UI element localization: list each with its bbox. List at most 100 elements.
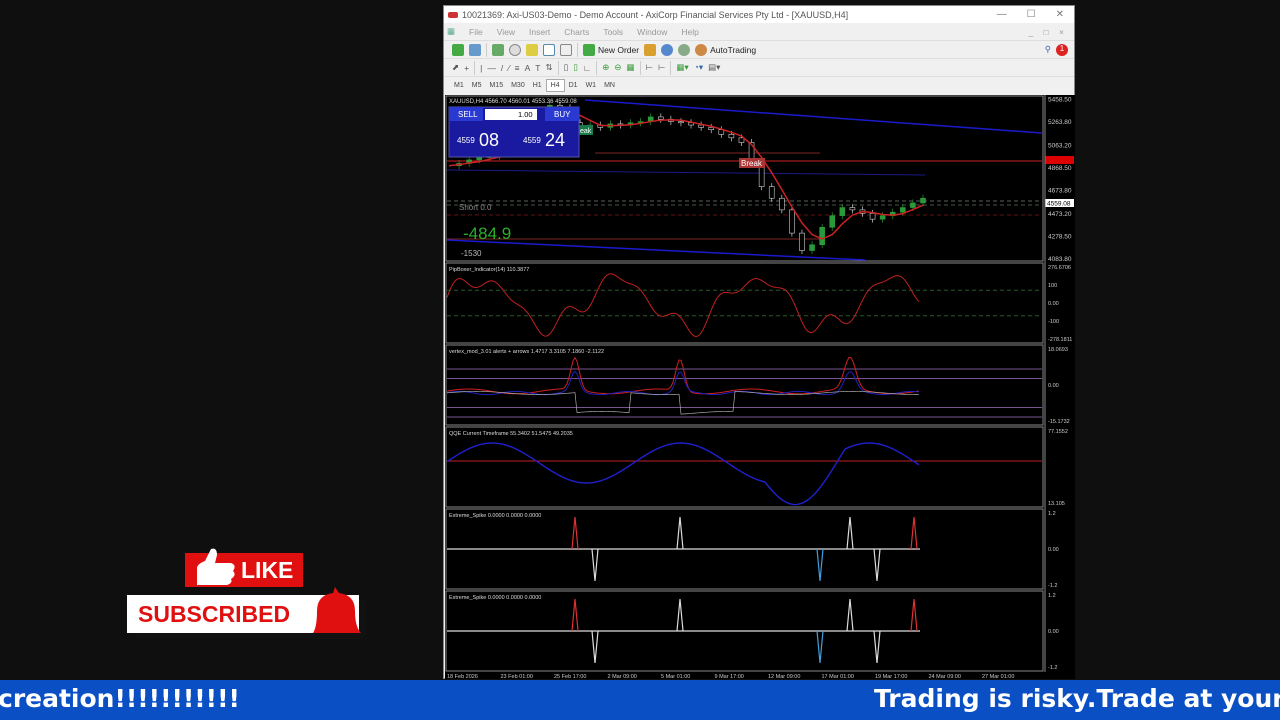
label-icon[interactable]: T: [535, 62, 541, 73]
time-tick: 2 Mar 09:00: [608, 674, 637, 679]
metaeditor-icon[interactable]: [644, 43, 657, 56]
menu-window[interactable]: Window: [637, 26, 668, 37]
trendline-upper: [584, 99, 1043, 134]
indicator-tick: 276.6706: [1048, 265, 1071, 271]
maximize-button[interactable]: ☐: [1026, 9, 1036, 20]
profiles-icon[interactable]: [469, 43, 481, 56]
tf-h4[interactable]: H4: [545, 78, 565, 92]
thumbs-up-icon: [197, 548, 235, 585]
text-icon[interactable]: A: [524, 62, 531, 73]
indicator-tick: 18.0693: [1048, 347, 1068, 353]
time-tick: 27 Mar 01:00: [982, 674, 1014, 679]
trendline-mid: [446, 169, 926, 176]
menu-view[interactable]: View: [496, 26, 516, 37]
terminal-icon[interactable]: [543, 43, 555, 56]
qqe-line: [446, 442, 920, 506]
arrows-icon[interactable]: ⇅: [545, 62, 553, 72]
mdi-controls[interactable]: _ □ ×: [1028, 26, 1068, 37]
timeframe-toolbar: M1 M5 M15 M30 H1 H4 D1 W1 MN: [444, 76, 1074, 93]
like-subscribe-overlay: LIKE SUBSCRIBED: [127, 545, 369, 645]
pane-frame-4: [445, 508, 1044, 590]
tf-d1[interactable]: D1: [568, 81, 578, 89]
time-tick: 23 Feb 01:00: [501, 674, 533, 679]
templates-icon[interactable]: ▤▾: [708, 62, 721, 72]
zoom-in-icon[interactable]: ⊕: [602, 62, 610, 72]
crosshair-icon[interactable]: +: [464, 62, 470, 73]
price-tick: 4473.20: [1048, 211, 1072, 218]
menu-icon: ▦: [447, 26, 456, 36]
tf-m15[interactable]: M15: [489, 81, 504, 89]
pipboxer-line: [446, 273, 920, 337]
bar-chart-icon[interactable]: ▯: [563, 62, 569, 72]
title-bar: 10021369: Axi-US03-Demo - Demo Account -…: [444, 6, 1074, 23]
spike-mark: [846, 516, 854, 550]
menu-tools[interactable]: Tools: [603, 26, 624, 37]
close-button[interactable]: ✕: [1055, 9, 1064, 20]
break-tag: [739, 158, 765, 168]
cursor-icon[interactable]: ⬈: [452, 62, 460, 72]
tile-windows-icon[interactable]: ▦: [626, 62, 635, 72]
sell-label: SELL: [458, 110, 478, 119]
candle: [920, 197, 926, 204]
new-chart-icon[interactable]: [452, 43, 464, 56]
indicators-icon[interactable]: ▦▾: [676, 62, 689, 72]
indicator-tick: 0.00: [1048, 301, 1059, 307]
new-order-label: New Order: [598, 44, 640, 55]
tf-m1[interactable]: M1: [454, 81, 464, 89]
chart-area[interactable]: 5458.50 5263.80 5063.20 4868.50 4673.80 4473.…: [445, 95, 1075, 680]
tf-m30[interactable]: M30: [511, 81, 525, 89]
navigator-icon[interactable]: [526, 43, 538, 56]
candle: [910, 202, 916, 208]
chart-canvas[interactable]: 5458.50 5263.80 5063.20 4868.50 4673.80 4473.…: [445, 95, 1075, 680]
indicator-tick: 0.00: [1048, 629, 1059, 635]
indicator-tick: 0.00: [1048, 383, 1059, 389]
minimize-button[interactable]: —: [996, 9, 1007, 20]
buy-label: BUY: [554, 110, 571, 119]
tf-w1[interactable]: W1: [585, 81, 597, 89]
channel-icon[interactable]: ∕: [508, 62, 510, 73]
sell-price-big: 4559: [457, 136, 475, 145]
autotrading-label: AutoTrading: [710, 44, 757, 55]
menu-insert[interactable]: Insert: [529, 26, 551, 37]
app-icon: [448, 11, 458, 18]
vertex-blue: [446, 370, 920, 396]
horizontal-line-icon[interactable]: —: [487, 62, 496, 73]
fibonacci-icon[interactable]: ≡: [514, 62, 520, 73]
data-window-icon[interactable]: [509, 43, 521, 56]
search-icon[interactable]: ⚲: [1044, 44, 1051, 54]
periods-icon[interactable]: ◔▾: [693, 62, 704, 72]
tf-m5[interactable]: M5: [471, 81, 482, 89]
vertical-line-icon[interactable]: |: [480, 62, 483, 73]
new-order-button[interactable]: New Order: [583, 43, 640, 56]
candle: [799, 232, 805, 251]
autoscroll-icon[interactable]: ⊢: [645, 62, 653, 72]
autotrading-button[interactable]: AutoTrading: [695, 43, 757, 56]
trendline-icon[interactable]: /: [500, 62, 504, 73]
trendline-lower: [446, 239, 866, 261]
bell-icon: [313, 587, 361, 633]
lot-size-input: [485, 109, 537, 120]
market-watch-icon[interactable]: [492, 43, 504, 56]
spike-mark: [910, 598, 918, 632]
window-title: 10021369: Axi-US03-Demo - Demo Account -…: [462, 9, 849, 20]
notification-badge[interactable]: 1: [1056, 43, 1068, 56]
market-icon[interactable]: [678, 43, 691, 56]
candlestick-icon[interactable]: ▯: [573, 62, 578, 72]
tf-h1[interactable]: H1: [532, 81, 542, 89]
chart-shift-icon[interactable]: ⊢: [657, 62, 666, 72]
menu-help[interactable]: Help: [681, 26, 699, 37]
menu-charts[interactable]: Charts: [564, 26, 590, 37]
line-chart-icon[interactable]: ∟: [582, 62, 592, 73]
signals-icon[interactable]: [661, 43, 674, 56]
autotrading-icon: [695, 43, 708, 56]
menu-file[interactable]: File: [469, 26, 483, 37]
pane-frame-2: [445, 344, 1044, 426]
zoom-out-icon[interactable]: ⊖: [614, 62, 622, 72]
candle: [789, 209, 795, 234]
pnl-value: -484.9: [463, 224, 511, 243]
spike-mark: [571, 516, 579, 550]
indicator-label: vertex_mod_3.01 alerts + arrows 1.4717 3…: [449, 349, 604, 355]
tf-mn[interactable]: MN: [604, 81, 615, 89]
tester-icon[interactable]: [560, 43, 572, 56]
ticker-text-left: creation!!!!!!!!!!!: [0, 684, 240, 713]
